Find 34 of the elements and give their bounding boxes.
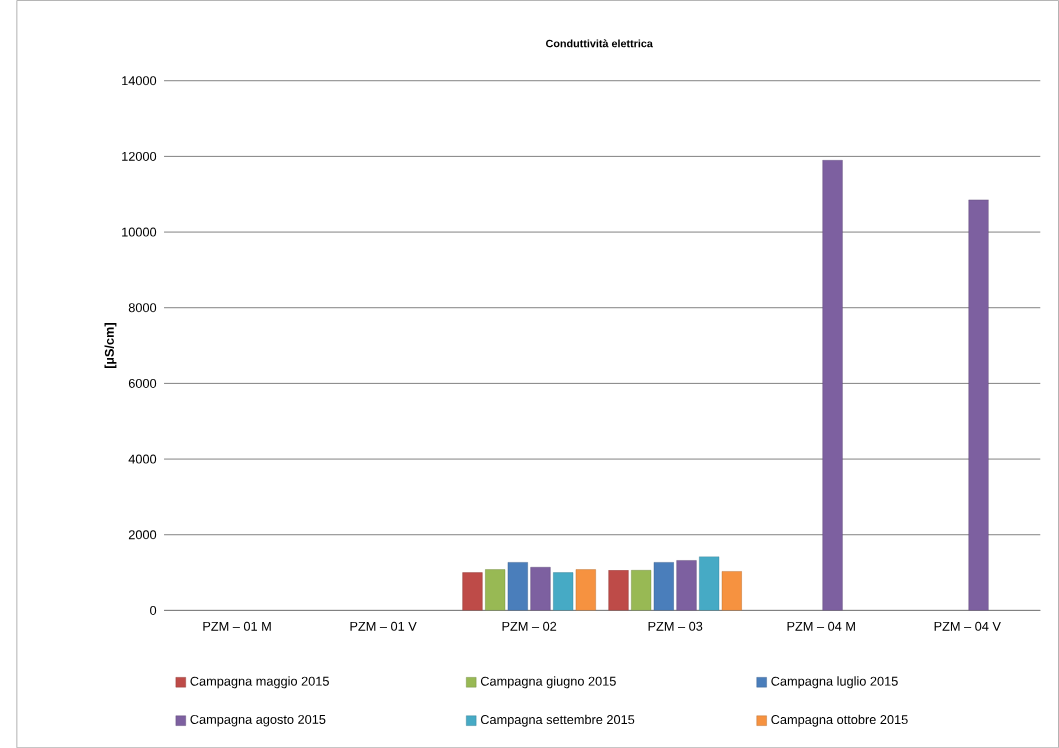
y-tick-label: 4000 [128,454,157,464]
bar [462,572,483,611]
bar [608,569,629,611]
bar [822,159,843,611]
bar [530,566,551,611]
bar [699,556,720,611]
bar [721,571,742,611]
y-tick-label: 8000 [128,303,157,313]
y-tick-label: 2000 [128,530,157,540]
legend-label: Campagna agosto 2015 [190,714,326,727]
y-tick-label: 6000 [128,378,157,388]
x-tick-label: PZM – 04 M [787,621,855,631]
y-tick-label: 0 [150,605,157,615]
bar [968,199,989,611]
bar [676,560,697,611]
legend-label: Campagna giugno 2015 [480,676,616,689]
y-tick-label: 14000 [122,76,157,86]
x-tick-label: PZM – 02 [502,621,557,631]
bar [631,569,652,611]
chart-title: Conduttività elettrica [546,39,653,48]
x-tick-label: PZM – 03 [648,621,703,631]
legend-label: Campagna settembre 2015 [480,714,635,727]
legend-label: Campagna luglio 2015 [771,676,898,689]
x-tick-label: PZM – 01 V [350,621,417,631]
y-tick-label: 12000 [122,151,157,161]
bar [485,569,506,611]
y-tick-label: 10000 [122,227,157,237]
legend-label: Campagna maggio 2015 [190,676,329,689]
bar [553,572,574,611]
x-tick-label: PZM – 01 M [203,621,271,631]
legend-label: Campagna ottobre 2015 [771,714,908,727]
x-tick-label: PZM – 04 V [934,621,1001,631]
y-axis-title: [µS/cm] [104,323,117,368]
bar [575,569,596,611]
